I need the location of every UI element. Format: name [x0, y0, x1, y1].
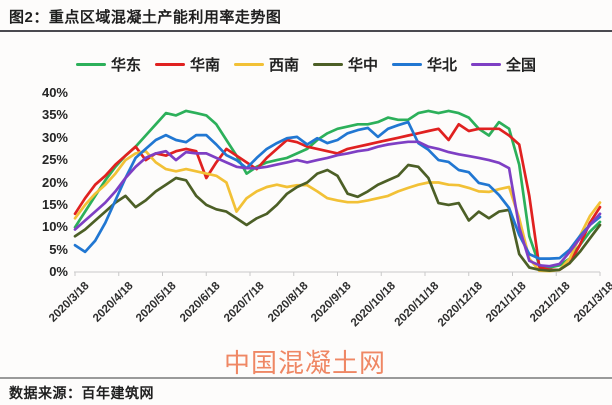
legend-line-swatch	[233, 62, 264, 67]
watermark: 中国混凝土网	[224, 348, 387, 378]
y-axis-label: 40%	[41, 85, 68, 100]
y-axis-label: 10%	[41, 219, 68, 235]
y-axis-label: 25%	[41, 152, 68, 168]
legend-label: 华北	[427, 57, 458, 74]
legend-line-swatch	[313, 62, 343, 67]
series-line-huabei	[73, 120, 602, 260]
y-axis-label: 5%	[49, 241, 68, 257]
y-axis-label: 30%	[41, 129, 68, 145]
figure-title: 图2：重点区域混凝土产能利用率走势图	[9, 9, 282, 26]
legend-label: 华东	[110, 57, 141, 74]
legend-label: 西南	[268, 57, 299, 74]
legend-item-quanguo: 全国	[471, 54, 536, 75]
series-line-huadong	[73, 109, 602, 269]
legend-item-huadong: 华东	[75, 54, 141, 75]
legend-line-swatch	[154, 62, 185, 67]
y-axis-label: 15%	[41, 196, 68, 212]
series-line-huanan	[73, 122, 602, 272]
footer-divider	[0, 377, 612, 379]
y-axis-label: 20%	[41, 174, 68, 190]
series-line-quanguo	[73, 140, 602, 268]
legend-line-swatch	[471, 62, 502, 67]
chart-legend: 华东 华南 西南 华中 华北 全国	[0, 54, 612, 75]
legend-label: 全国	[506, 57, 537, 74]
legend-label: 华中	[348, 57, 379, 74]
y-axis-label: 35%	[41, 107, 68, 123]
series-line-xinan	[73, 149, 602, 273]
y-axis-label: 0%	[49, 264, 68, 279]
legend-item-huazhong: 华中	[313, 54, 378, 75]
legend-item-huabei: 华北	[392, 54, 457, 75]
legend-item-xinan: 西南	[233, 54, 299, 75]
legend-item-huanan: 华南	[154, 54, 220, 75]
legend-line-swatch	[392, 62, 423, 67]
data-source: 数据来源：百年建筑网	[9, 385, 154, 401]
series-line-huazhong	[73, 163, 602, 273]
legend-label: 华南	[189, 57, 220, 74]
legend-line-swatch	[75, 62, 106, 67]
title-divider	[0, 30, 612, 32]
